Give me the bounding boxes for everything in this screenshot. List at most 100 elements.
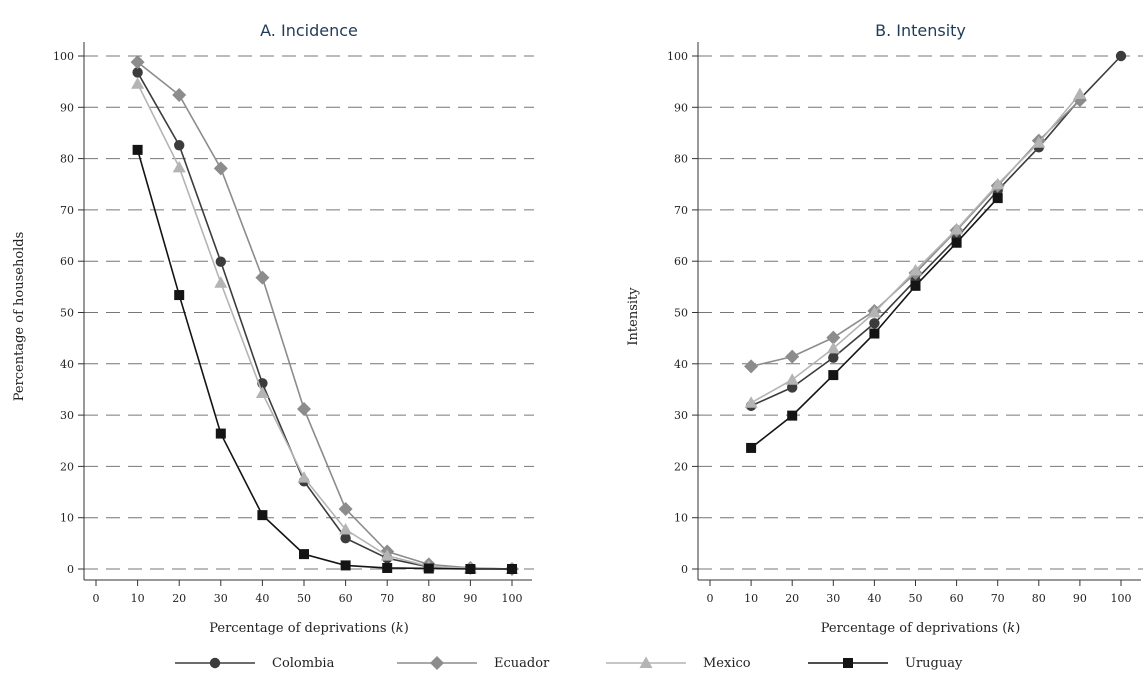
data-point-uruguay [910,280,921,291]
data-point-mexico [909,263,922,276]
series-line-colombia [750,55,1122,407]
y-tick-label: 80 [674,153,688,166]
x-tick-label: 80 [1032,592,1046,605]
x-axis-label: Percentage of deprivations (k) [209,621,409,636]
data-point-uruguay [132,144,143,155]
y-tick-label: 20 [60,460,74,473]
series-line-uruguay [136,149,512,570]
x-tick-label: 40 [867,592,881,605]
data-point-uruguay [828,370,839,381]
x-tick-label: 70 [991,592,1005,605]
series-colombia [132,67,518,575]
x-tick-label: 40 [255,592,269,605]
y-tick-label: 50 [674,307,688,320]
data-point-mexico [380,549,394,561]
y-tick-label: 20 [674,460,688,473]
legend-label: Ecuador [494,656,550,671]
series-uruguay [746,193,1003,453]
data-point-mexico [826,341,840,354]
series-ecuador [744,93,1087,374]
y-tick-label: 30 [60,409,74,422]
x-tick-label: 100 [502,592,523,605]
data-point-colombia [340,533,351,544]
y-tick-label: 80 [60,153,74,166]
series-mexico [744,87,1087,408]
y-tick-label: 10 [60,512,74,525]
data-point-uruguay [257,510,268,521]
data-point-colombia [787,382,798,393]
data-point-ecuador [826,330,841,345]
legend-marker [430,656,444,670]
data-point-colombia [1115,50,1127,62]
data-point-ecuador [172,87,187,102]
data-point-colombia [174,140,185,151]
data-point-mexico [991,177,1005,190]
x-tick-label: 30 [214,592,228,605]
data-point-uruguay [746,442,757,453]
y-tick-label: 30 [674,409,688,422]
data-point-colombia [215,256,226,267]
x-tick-label: 0 [93,592,100,605]
data-point-ecuador [130,55,145,70]
data-point-uruguay [465,564,476,574]
data-point-uruguay [869,328,880,339]
x-tick-label: 100 [1111,592,1132,605]
legend-item-colombia: Colombia [175,656,335,671]
legend-marker [639,656,653,668]
data-point-mexico [131,77,145,89]
chart-title: B. Intensity [875,21,966,40]
data-point-mexico [785,373,799,385]
y-tick-label: 50 [60,307,74,320]
data-point-mexico [950,222,964,235]
legend-marker [209,657,221,669]
x-tick-label: 20 [785,592,799,605]
data-point-ecuador [744,359,759,374]
x-tick-label: 10 [131,592,145,605]
data-point-colombia [828,352,839,363]
legend-label: Colombia [272,656,335,671]
x-tick-label: 0 [707,592,714,605]
x-tick-label: 70 [380,592,394,605]
x-tick-label: 50 [909,592,923,605]
data-point-uruguay [787,410,798,421]
data-point-uruguay [215,428,226,439]
data-point-mexico [172,160,186,173]
data-point-mexico [867,306,881,318]
y-tick-label: 90 [674,101,688,114]
x-axis-label: Percentage of deprivations (k) [821,621,1021,636]
data-point-ecuador [213,161,228,176]
legend-marker [843,658,853,668]
legend-item-ecuador: Ecuador [397,656,550,671]
x-tick-label: 60 [950,592,964,605]
y-tick-label: 40 [60,358,74,371]
series-colombia [745,50,1127,412]
legend-label: Mexico [703,656,751,671]
series-line-colombia [136,72,513,570]
data-point-ecuador [785,349,800,364]
data-point-uruguay [951,237,962,248]
x-tick-label: 80 [422,592,436,605]
y-tick-label: 40 [674,358,688,371]
data-point-colombia [132,67,143,78]
data-point-ecuador [255,270,270,285]
y-tick-label: 60 [674,255,688,268]
legend-item-uruguay: Uruguay [808,656,963,671]
series-line-mexico [136,83,513,570]
series-uruguay [132,144,517,574]
data-point-ecuador [338,501,353,516]
data-point-uruguay [299,549,309,560]
data-point-uruguay [174,290,185,301]
series-ecuador [130,55,519,576]
y-tick-label: 100 [667,50,688,63]
data-point-ecuador [297,401,311,416]
y-tick-label: 10 [674,512,688,525]
series-line-mexico [750,93,1081,404]
data-point-mexico [1032,136,1046,148]
legend-label: Uruguay [905,656,963,671]
data-point-uruguay [507,564,517,574]
x-tick-label: 20 [172,592,186,605]
panel-a-incidence-chart: A. Incidence 0 10 20 30 40 50 60 70 80 90 100 0 10 20 3… [12,21,534,636]
x-tick-label: 10 [744,592,758,605]
series-line-ecuador [137,61,513,570]
